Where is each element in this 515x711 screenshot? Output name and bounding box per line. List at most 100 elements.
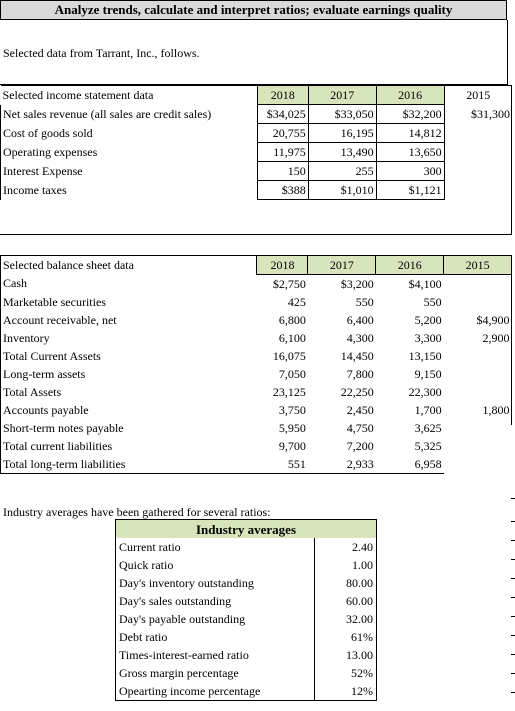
row-label: Operating expenses (0, 142, 258, 162)
intro-text: Selected data from Tarrant, Inc., follow… (3, 46, 200, 60)
ratio-value: 32.00 (346, 611, 373, 626)
table-row: Times-interest-earned ratio 13.00 (115, 646, 377, 664)
table-row: Operating expenses 11,975 13,490 13,650 (0, 142, 513, 162)
cell-value: 11,975 (256, 142, 309, 162)
table-row: Current ratio 2.40 (115, 538, 377, 556)
ratio-label: Day's inventory outstanding (115, 574, 316, 592)
cell-value (444, 347, 512, 365)
cell-value (444, 419, 512, 437)
cell-value: 300 (375, 161, 445, 181)
cell-value (444, 383, 512, 401)
divider (511, 521, 515, 522)
cell-value: 2,900 (482, 330, 510, 345)
cell-value: $34,025 (256, 104, 309, 124)
divider (511, 498, 515, 499)
row-label: Inventory (0, 329, 257, 347)
cell-value: $3,200 (340, 276, 374, 291)
row-label: Cash (0, 274, 257, 293)
ratio-value: 80.00 (346, 575, 373, 590)
cell-value (444, 293, 512, 311)
cell-value: 2,933 (307, 455, 376, 474)
cell-value: 6,100 (278, 330, 306, 345)
cell-value: $1,121 (375, 180, 445, 200)
cell-value: 550 (355, 294, 374, 309)
income-section-label: Selected income statement data (0, 85, 258, 105)
table-row: Day's sales outstanding 60.00 (115, 592, 377, 610)
row-label: Accounts payable (0, 401, 257, 419)
divider (511, 597, 515, 598)
cell-value: $33,050 (307, 104, 377, 124)
ratio-value: 12% (351, 683, 373, 698)
cell-value (444, 275, 512, 294)
table-row: Cash $2,750 $3,200 $4,100 (0, 274, 512, 294)
cell-value: 23,125 (272, 384, 306, 399)
cell-value: $4,100 (408, 276, 442, 291)
cell-value: $1,010 (307, 180, 377, 200)
row-label: Account receivable, net (0, 311, 257, 329)
ratio-label: Debt ratio (115, 628, 316, 646)
cell-value (444, 143, 512, 162)
ratio-label: Quick ratio (115, 556, 316, 574)
cell-value: 16,075 (272, 348, 306, 363)
cell-value: 6,958 (375, 455, 444, 474)
row-label: Total current liabilities (0, 437, 257, 455)
cell-value: 1,700 (414, 402, 442, 417)
table-row: Income taxes $388 $1,010 $1,121 (0, 180, 513, 200)
year-header: 2015 (443, 255, 512, 275)
table-row: Total Assets 23,125 22,250 22,300 (0, 383, 512, 401)
divider (511, 255, 512, 425)
table-row: Total long-term liabilities 551 2,933 6,… (0, 455, 512, 474)
year-header: 2015 (444, 85, 512, 105)
cell-value: 551 (256, 455, 308, 474)
cell-value: $32,200 (375, 104, 445, 124)
cell-value: 13,490 (307, 142, 377, 162)
table-row: Account receivable, net 6,800 6,400 5,20… (0, 311, 512, 329)
cell-value: $31,300 (471, 106, 510, 121)
table-row: Debt ratio 61% (115, 628, 377, 646)
year-header: 2017 (307, 85, 377, 105)
balance-table: Selected balance sheet data 2018 2017 20… (0, 255, 512, 474)
table-row: Opearting income percentage 12% (115, 682, 377, 701)
table-row: Gross margin percentage 52% (115, 664, 377, 682)
ratio-label: Day's sales outstanding (115, 592, 316, 610)
row-label: Total Current Assets (0, 347, 257, 365)
divider (511, 654, 515, 655)
cell-value: 3,750 (278, 402, 306, 417)
row-label: Income taxes (0, 180, 258, 200)
cell-value: 9,150 (414, 366, 442, 381)
cell-value: 2,450 (346, 402, 374, 417)
table-row: Accounts payable 3,750 2,450 1,700 1,800 (0, 401, 512, 419)
divider (0, 84, 507, 85)
divider (511, 692, 515, 693)
divider (511, 635, 515, 636)
cell-value: 4,300 (346, 330, 374, 345)
cell-value: 22,300 (408, 384, 442, 399)
cell-value: 13,650 (375, 142, 445, 162)
year-header: 2018 (256, 85, 309, 105)
cell-value: 9,700 (278, 438, 306, 453)
ratio-value: 1.00 (352, 557, 373, 572)
cell-value (444, 365, 512, 383)
row-label: Interest Expense (0, 161, 258, 181)
row-label: Long-term assets (0, 365, 257, 383)
cell-value: $388 (256, 180, 309, 200)
ratio-label: Opearting income percentage (115, 682, 316, 701)
cell-value: 6,800 (278, 312, 306, 327)
ratio-value: 13.00 (346, 647, 373, 662)
divider (511, 673, 515, 674)
ratio-value: 61% (351, 629, 373, 644)
divider (511, 85, 512, 235)
table-row: Short-term notes payable 5,950 4,750 3,6… (0, 419, 512, 437)
divider (511, 578, 515, 579)
table-row: Net sales revenue (all sales are credit … (0, 104, 513, 124)
cell-value: 5,950 (278, 420, 306, 435)
cell-value: 22,250 (340, 384, 374, 399)
cell-value: 7,200 (346, 438, 374, 453)
divider (0, 234, 512, 235)
cell-value: 7,050 (278, 366, 306, 381)
divider (511, 559, 515, 560)
cell-value: 3,625 (414, 420, 442, 435)
divider (511, 540, 515, 541)
cell-value: 4,750 (346, 420, 374, 435)
table-row: Inventory 6,100 4,300 3,300 2,900 (0, 329, 512, 347)
